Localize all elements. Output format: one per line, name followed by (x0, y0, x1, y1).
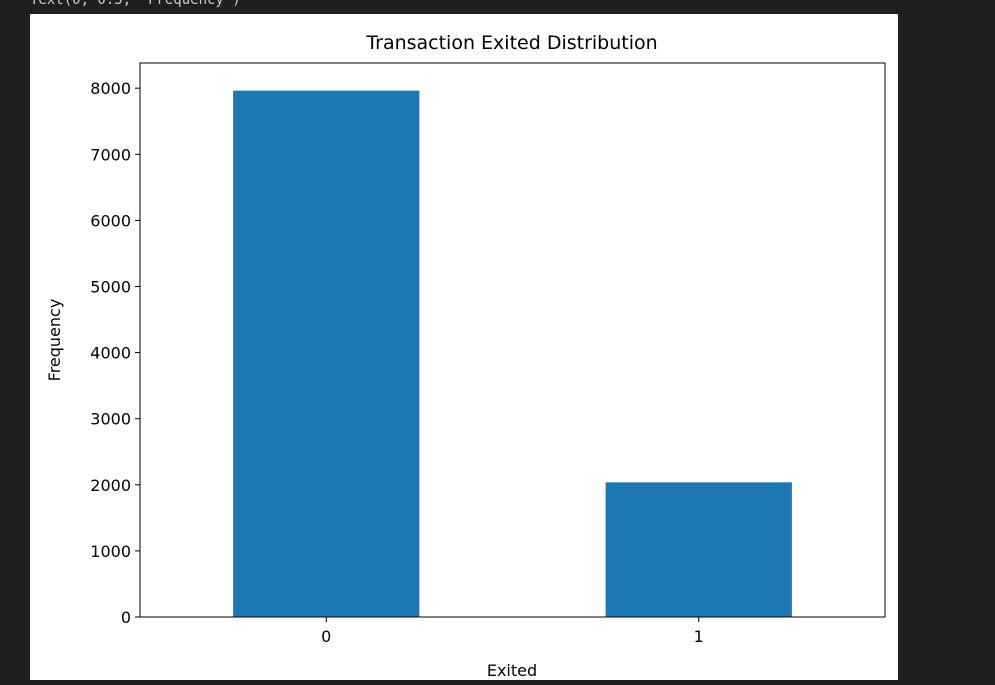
y-tick-label: 1000 (90, 542, 131, 561)
x-axis-label: Exited (487, 661, 537, 680)
y-tick-label: 8000 (90, 79, 131, 98)
y-tick-label: 5000 (90, 277, 131, 296)
y-tick-label: 4000 (90, 344, 131, 363)
chart-title: Transaction Exited Distribution (365, 32, 657, 54)
y-tick-label: 3000 (90, 410, 131, 429)
y-tick-label: 2000 (90, 476, 131, 495)
x-tick-label: 0 (321, 627, 331, 646)
x-tick-label: 1 (694, 627, 704, 646)
y-tick-label: 7000 (90, 145, 131, 164)
y-axis-label: Frequency (45, 299, 64, 382)
axes-frame (139, 62, 886, 618)
y-tick-label: 0 (121, 608, 131, 627)
output-text: Text(0, 0.5, 'Frequency') (30, 0, 241, 8)
bar (605, 482, 792, 617)
y-tick-label: 6000 (90, 211, 131, 230)
bar (233, 90, 420, 617)
